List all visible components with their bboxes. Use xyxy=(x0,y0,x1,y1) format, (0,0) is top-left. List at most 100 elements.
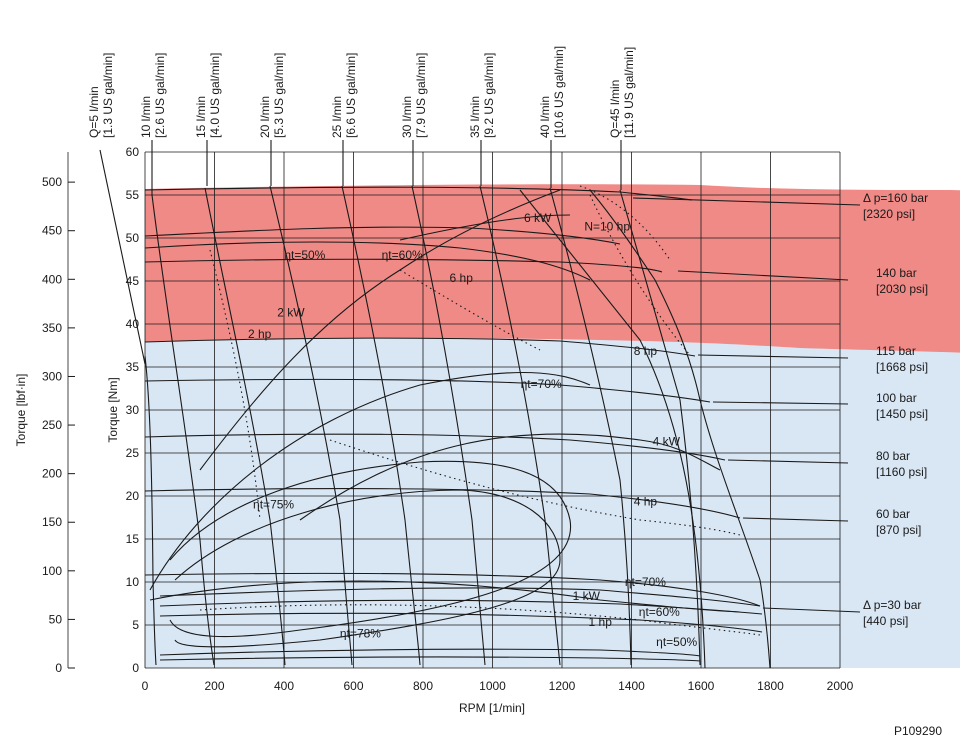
power-curve-6hp xyxy=(399,269,541,351)
y-tick-label: 40 xyxy=(126,317,140,331)
pressure-label: 100 bar xyxy=(876,391,917,405)
flow-curve-45 xyxy=(619,189,701,666)
flow-curve-30 xyxy=(411,185,486,666)
y-tick-label: 60 xyxy=(126,145,140,159)
arrow-115 xyxy=(697,354,849,359)
flow-curve-10 xyxy=(151,194,215,666)
pressure-sublabel: [1668 psi] xyxy=(876,360,928,374)
flow-sublabel: [2.6 US gal/min] xyxy=(153,53,167,138)
efficiency-labels: ηt=50% ηt=60% ηt=70% ηt=75% ηt=78% ηt=70% ηt=6… xyxy=(253,248,697,649)
y2-tick-label: 300 xyxy=(42,369,62,383)
flow-sublabel: [7.9 US gal/min] xyxy=(414,53,428,138)
power-curve-4kw xyxy=(299,433,721,521)
efficiency-curves xyxy=(144,226,763,662)
power-label: 1 hp xyxy=(589,615,613,629)
power-label: 2 kW xyxy=(277,305,305,319)
y-tick-label: 20 xyxy=(126,489,140,503)
pressure-label: 80 bar xyxy=(876,449,910,463)
x-tick-label: 1400 xyxy=(618,679,645,693)
power-curve-6kw xyxy=(399,214,571,241)
y-tick-label: 10 xyxy=(126,575,140,589)
figure-id: P109290 xyxy=(894,724,942,738)
y-tick-label: 55 xyxy=(126,188,140,202)
y2-tick-label: 0 xyxy=(55,661,62,675)
x-tick-label: 1600 xyxy=(688,679,715,693)
arrow-80 xyxy=(727,459,849,464)
pressure-curve-140 xyxy=(144,258,663,273)
flow-label: 15 l/min xyxy=(194,96,208,138)
pressure-sublabel: [440 psi] xyxy=(863,614,908,628)
flow-labels: Q=5 l/min [1.3 US gal/min] 10 l/min [2.6 US… xyxy=(87,46,636,138)
x-tick-label: 1200 xyxy=(549,679,576,693)
max-power-boundary xyxy=(519,189,706,669)
y-tick-label: 15 xyxy=(126,532,140,546)
x-tick-labels: 0 200 400 600 800 1000 1200 1400 1600 1800 2000 xyxy=(142,679,854,693)
power-curve-4hp xyxy=(329,439,741,536)
pressure-label: 60 bar xyxy=(876,507,910,521)
efficiency-70-lower xyxy=(159,587,761,607)
pressure-sublabel: [1450 psi] xyxy=(876,407,928,421)
x-tick-label: 2000 xyxy=(827,679,854,693)
power-label: 1 kW xyxy=(573,589,601,603)
pressure-label: Δ p=30 bar xyxy=(863,598,921,612)
y-tick-labels: 0 5 10 15 20 25 30 35 40 45 50 55 60 xyxy=(126,145,140,675)
power-label: N=10 hp xyxy=(584,219,630,233)
y-tick-label: 35 xyxy=(126,360,140,374)
y2-tick-label: 450 xyxy=(42,224,62,238)
y2-tick-labels: 0 50 100 150 200 250 300 350 400 450 500 xyxy=(42,175,75,675)
pressure-sublabel: [2030 psi] xyxy=(876,282,928,296)
efficiency-bottom-2 xyxy=(159,656,701,662)
y-tick-label: 50 xyxy=(126,231,140,245)
arrow-140 xyxy=(677,270,849,281)
x-tick-label: 0 xyxy=(142,679,149,693)
pressure-sublabel: [1160 psi] xyxy=(876,465,927,479)
efficiency-75 xyxy=(169,460,572,638)
flow-curve-35 xyxy=(479,185,561,666)
flow-sublabel: [1.3 US gal/min] xyxy=(101,53,115,138)
pressure-curve-160 xyxy=(144,186,693,201)
pressure-arrows xyxy=(632,197,861,613)
flow-label: Q=45 l/min xyxy=(608,80,622,138)
pressure-sublabel: [2320 psi] xyxy=(863,207,915,221)
efficiency-label: ηt=75% xyxy=(253,498,294,512)
y2-tick-label: 200 xyxy=(42,467,62,481)
flow-curves xyxy=(144,185,701,666)
pressure-curve-80 xyxy=(144,433,726,461)
efficiency-label: ηt=50% xyxy=(284,248,325,262)
y2-tick-label: 400 xyxy=(42,272,62,286)
flow-sublabel: [10.6 US gal/min] xyxy=(552,46,566,138)
flow-label: 35 l/min xyxy=(468,96,482,138)
x-axis-label: RPM [1/min] xyxy=(459,701,525,715)
efficiency-bottom-1 xyxy=(159,648,701,657)
y2-tick-label: 150 xyxy=(42,515,62,529)
efficiency-label: ηt=78% xyxy=(340,627,381,641)
efficiency-label: ηt=60% xyxy=(639,605,680,619)
power-curve-10hp xyxy=(579,185,671,261)
pressure-labels: Δ p=160 bar [2320 psi] 140 bar [2030 psi] 11… xyxy=(863,191,928,628)
power-curve-2kw xyxy=(199,189,561,471)
efficiency-label: ηt=70% xyxy=(625,575,666,589)
arrow-160 xyxy=(632,197,861,206)
flow-curve-20 xyxy=(269,185,353,666)
y-axis-label: Torque [Nm] xyxy=(106,377,120,442)
power-curve-1hp xyxy=(199,604,761,636)
pressure-label: 140 bar xyxy=(876,266,917,280)
y-tick-label: 5 xyxy=(132,618,139,632)
y-tick-label: 25 xyxy=(126,446,140,460)
x-tick-label: 1000 xyxy=(479,679,506,693)
flow-sublabel: [5.3 US gal/min] xyxy=(272,53,286,138)
power-labels: 1 kW 2 kW 4 kW 6 kW 1 hp 2 hp 4 hp 6 hp 8 hp N=10… xyxy=(248,211,681,629)
power-label: 2 hp xyxy=(248,327,272,341)
efficiency-50-lower xyxy=(159,612,763,633)
efficiency-label: ηt=60% xyxy=(382,248,423,262)
power-label: 8 hp xyxy=(634,344,658,358)
power-curve-8hp xyxy=(589,194,691,356)
pressure-sublabel: [870 psi] xyxy=(876,523,921,537)
efficiency-78 xyxy=(174,489,561,648)
flow-sublabel: [9.2 US gal/min] xyxy=(482,53,496,138)
flow-sublabel: [6.6 US gal/min] xyxy=(344,53,358,138)
x-tick-label: 400 xyxy=(274,679,294,693)
pressure-curve-115 xyxy=(144,337,696,357)
